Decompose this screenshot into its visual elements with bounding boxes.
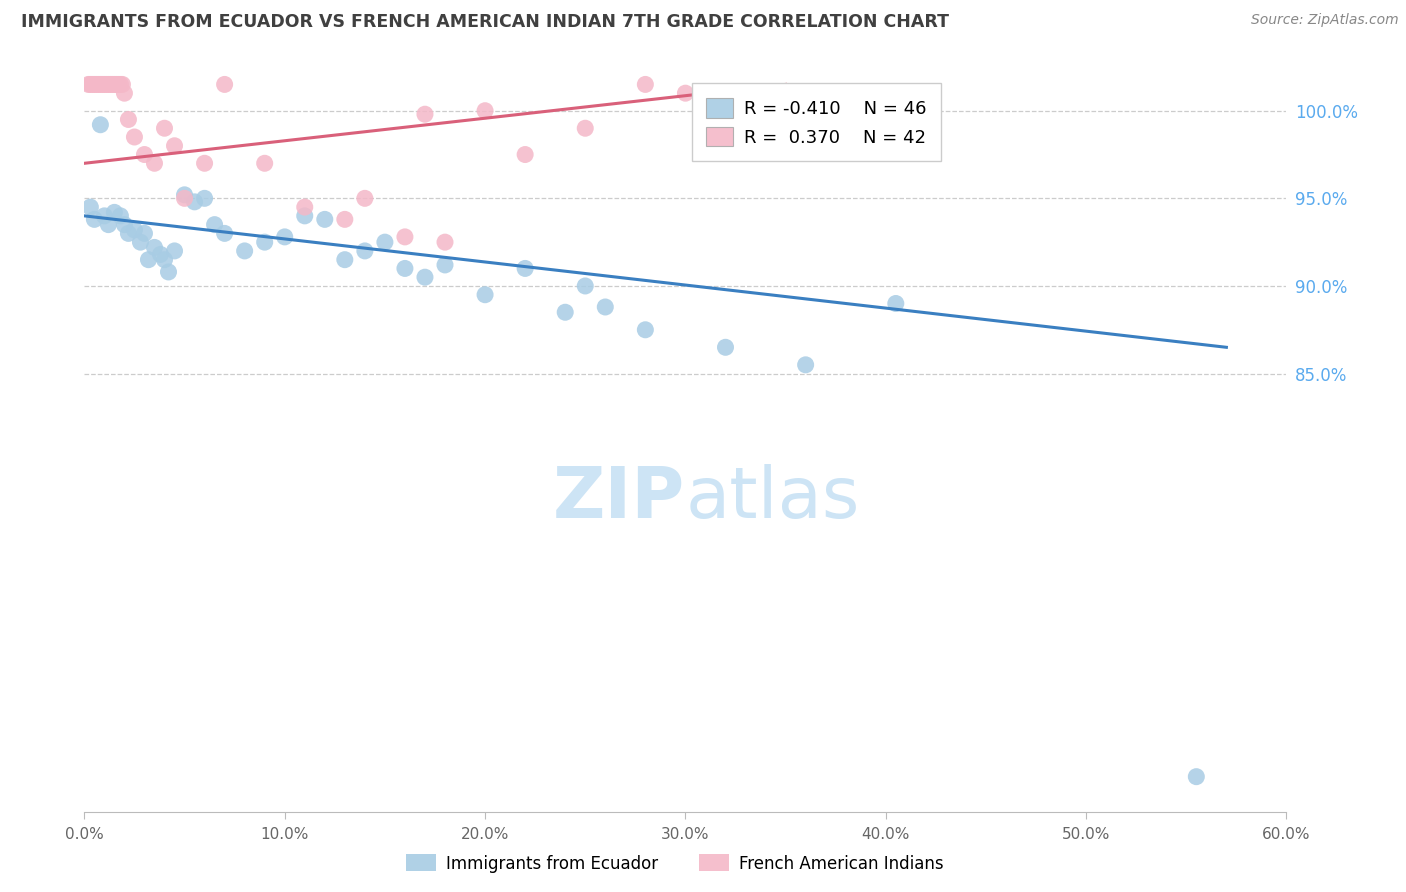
Point (117, 227, 139, 241)
Point (214, 227, 236, 241)
Point (333, 252, 356, 267)
Point (93, 78, 115, 92)
Point (110, 209, 132, 223)
Legend: Immigrants from Ecuador, French American Indians: Immigrants from Ecuador, French American… (399, 847, 950, 880)
Point (675, 86, 697, 100)
Point (129, 235, 152, 249)
Point (117, 112, 139, 127)
Text: Source: ZipAtlas.com: Source: ZipAtlas.com (1251, 13, 1399, 28)
Point (413, 107, 436, 121)
Point (105, 78, 128, 92)
Point (434, 258, 457, 272)
Point (91, 78, 114, 92)
Point (114, 218, 135, 232)
Point (163, 244, 186, 258)
Point (333, 212, 356, 227)
Text: atlas: atlas (686, 465, 860, 533)
Point (97, 218, 120, 232)
Point (173, 187, 195, 202)
Point (79, 78, 101, 92)
Point (634, 78, 657, 92)
Point (134, 147, 156, 161)
Point (143, 240, 166, 254)
Point (86, 78, 108, 92)
Text: ZIP: ZIP (553, 465, 686, 533)
Point (96, 78, 118, 92)
Point (77, 78, 100, 92)
Point (253, 156, 276, 170)
Point (173, 191, 195, 205)
Point (97, 78, 120, 92)
Point (143, 156, 166, 170)
Point (374, 235, 396, 249)
Point (354, 244, 377, 258)
Point (183, 194, 205, 209)
Point (83, 212, 105, 227)
Point (474, 287, 496, 301)
Point (194, 156, 217, 170)
Text: IMMIGRANTS FROM ECUADOR VS FRENCH AMERICAN INDIAN 7TH GRADE CORRELATION CHART: IMMIGRANTS FROM ECUADOR VS FRENCH AMERIC… (21, 13, 949, 31)
Point (79, 200, 101, 214)
Point (1185, 770, 1208, 784)
Point (124, 130, 146, 145)
Point (274, 230, 297, 244)
Point (714, 340, 737, 354)
Point (103, 205, 125, 219)
Point (574, 121, 596, 136)
Point (794, 358, 817, 372)
Point (111, 78, 134, 92)
Point (394, 230, 416, 244)
Point (157, 265, 180, 279)
Point (574, 279, 596, 293)
Point (253, 235, 276, 249)
Point (101, 78, 124, 92)
Point (138, 252, 160, 267)
Point (474, 103, 496, 118)
Point (554, 305, 576, 319)
Point (89, 78, 111, 92)
Legend: R = -0.410    N = 46, R =  0.370    N = 42: R = -0.410 N = 46, R = 0.370 N = 42 (692, 83, 941, 161)
Point (100, 78, 122, 92)
Point (354, 191, 377, 205)
Point (294, 209, 316, 223)
Point (204, 218, 226, 232)
Point (124, 223, 146, 237)
Point (515, 261, 537, 276)
Point (83, 78, 105, 92)
Point (114, 86, 135, 100)
Point (194, 191, 217, 205)
Point (149, 247, 172, 261)
Point (413, 270, 436, 285)
Point (110, 78, 132, 92)
Point (134, 227, 156, 241)
Point (93, 209, 115, 223)
Point (434, 235, 457, 249)
Point (294, 200, 316, 214)
Point (103, 78, 125, 92)
Point (515, 147, 537, 161)
Point (314, 212, 336, 227)
Point (214, 78, 236, 92)
Point (233, 244, 256, 258)
Point (163, 138, 186, 153)
Point (87, 78, 110, 92)
Point (89, 118, 111, 132)
Point (153, 121, 176, 136)
Point (734, 112, 756, 127)
Point (394, 261, 416, 276)
Point (153, 252, 176, 267)
Point (107, 78, 129, 92)
Point (634, 323, 657, 337)
Point (82, 78, 104, 92)
Point (884, 296, 907, 310)
Point (595, 300, 617, 314)
